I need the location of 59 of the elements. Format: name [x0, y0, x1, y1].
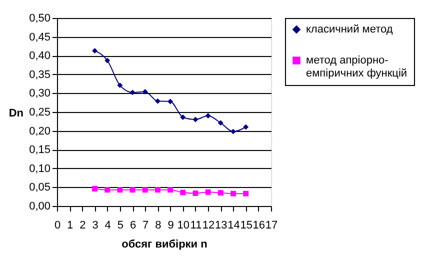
x-tick-label: 12 — [202, 220, 215, 232]
y-tick-label: 0,15 — [29, 144, 50, 156]
y-tick-label: 0,30 — [29, 88, 50, 100]
y-tick-label: 0,40 — [29, 50, 50, 62]
point — [243, 190, 249, 196]
point — [243, 124, 249, 130]
y-tick-label: 0,00 — [29, 200, 50, 212]
point — [218, 120, 224, 126]
x-tick-label: 7 — [142, 220, 149, 232]
point — [230, 190, 236, 196]
point — [104, 187, 110, 193]
point — [130, 90, 136, 96]
x-tick-label: 5 — [117, 220, 124, 232]
y-axis-title: Dn — [8, 108, 24, 120]
y-tick-label: 0,05 — [29, 182, 50, 194]
point — [205, 189, 211, 195]
x-tick-label: 16 — [252, 220, 266, 232]
point — [154, 187, 160, 193]
x-tick-label: 2 — [80, 220, 86, 232]
point — [92, 48, 98, 54]
point — [154, 98, 160, 104]
point — [142, 187, 148, 193]
point — [92, 186, 98, 192]
x-tick-label: 10 — [177, 220, 190, 232]
x-tick-label: 1 — [67, 220, 74, 232]
x-tick-label: 15 — [240, 220, 252, 232]
point — [104, 58, 110, 64]
legend-label: класичний метод — [306, 24, 394, 36]
x-axis-title: обсяг вибірки n — [122, 238, 208, 250]
y-tick-label: 0,50 — [29, 12, 50, 24]
x-tick-label: 3 — [92, 220, 98, 232]
point — [205, 113, 211, 118]
point — [180, 114, 186, 120]
x-tick-label: 13 — [215, 220, 228, 232]
y-tick-label: 0,35 — [29, 68, 50, 81]
x-tick-label: 11 — [190, 220, 202, 232]
x-tick-label: 17 — [265, 220, 278, 232]
point — [130, 187, 136, 193]
point — [180, 190, 186, 196]
point — [142, 88, 148, 94]
x-tick-label: 8 — [155, 220, 162, 232]
x-tick-label: 9 — [168, 220, 174, 232]
y-tick-label: 0,20 — [29, 125, 50, 138]
point — [168, 98, 174, 104]
point — [230, 128, 236, 134]
y-tick-label: 0,25 — [29, 106, 50, 118]
point — [168, 187, 174, 193]
point — [192, 116, 198, 122]
x-tick-label: 14 — [228, 220, 240, 232]
legend-label: метод апріорно-емпіричних функцій — [306, 54, 408, 80]
point — [218, 190, 224, 196]
x-tick-label: 0 — [54, 220, 61, 232]
x-tick-label: 6 — [130, 220, 136, 232]
y-tick-label: 0,45 — [29, 31, 50, 44]
point — [192, 190, 198, 196]
point — [117, 82, 123, 88]
x-tick-label: 4 — [104, 220, 111, 232]
point — [117, 187, 123, 193]
y-tick-label: 0,10 — [29, 162, 50, 175]
